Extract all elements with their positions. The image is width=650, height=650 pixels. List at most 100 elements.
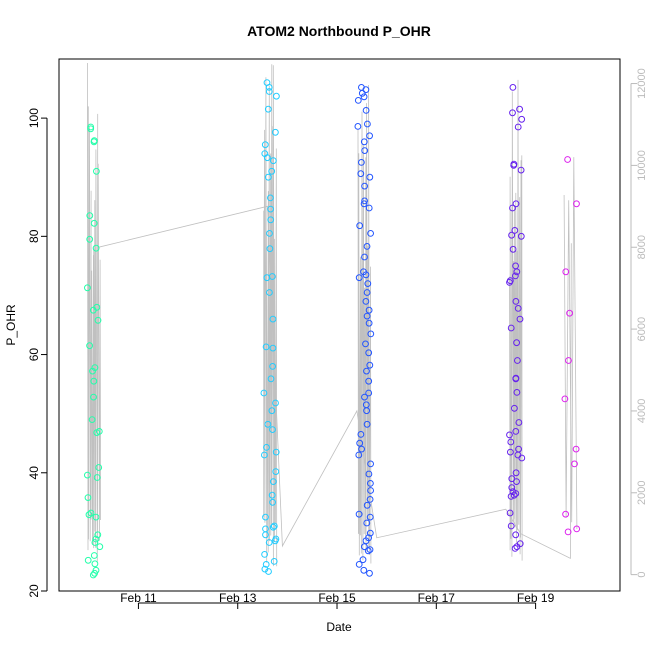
- data-point: [365, 306, 373, 314]
- data-point: [506, 431, 513, 439]
- data-point: [364, 547, 372, 555]
- data-point: [263, 274, 271, 282]
- points-layer: [84, 79, 581, 579]
- data-point: [507, 493, 515, 500]
- data-point: [94, 531, 102, 539]
- data-point: [84, 494, 92, 502]
- data-point: [269, 478, 277, 486]
- data-point: [354, 97, 362, 104]
- data-point: [365, 319, 373, 327]
- data-point: [90, 138, 98, 146]
- data-point: [272, 448, 280, 456]
- data-point: [90, 377, 98, 385]
- data-point: [367, 230, 375, 237]
- data-point: [93, 167, 100, 175]
- data-point: [269, 426, 276, 434]
- data-point: [266, 245, 274, 253]
- data-point: [363, 407, 371, 415]
- data-point: [268, 407, 276, 415]
- data-point: [361, 253, 368, 261]
- data-point: [361, 182, 369, 190]
- data-point: [365, 389, 373, 397]
- x-tick-label: Feb 11: [120, 591, 157, 605]
- secondary-band-line: [87, 62, 101, 563]
- data-point: [265, 88, 273, 95]
- data-point: [272, 399, 279, 407]
- data-point: [510, 162, 518, 169]
- data-point: [355, 510, 363, 518]
- data-point: [359, 556, 367, 564]
- data-point: [266, 289, 273, 296]
- data-point: [270, 558, 278, 565]
- y-tick-label: 60: [27, 348, 41, 362]
- data-point: [517, 232, 525, 240]
- data-point: [267, 216, 275, 224]
- data-point: [358, 159, 365, 166]
- data-point: [367, 480, 374, 487]
- x-tick-label: Feb 17: [418, 591, 456, 605]
- data-point: [515, 419, 523, 426]
- data-point: [269, 523, 277, 531]
- plot-frame: [58, 58, 621, 592]
- data-point: [89, 367, 96, 375]
- data-point: [264, 420, 272, 428]
- data-point: [271, 537, 279, 545]
- data-point: [365, 470, 373, 478]
- data-point: [362, 298, 370, 305]
- data-point: [518, 454, 526, 462]
- data-point: [89, 571, 97, 579]
- y-tick-label: 20: [27, 584, 41, 598]
- data-point: [360, 138, 368, 146]
- data-point: [367, 460, 375, 468]
- data-point: [512, 272, 519, 280]
- data-point: [363, 367, 370, 375]
- data-point: [361, 543, 368, 551]
- data-point: [261, 551, 269, 558]
- data-point: [562, 510, 569, 518]
- data-point: [512, 469, 520, 477]
- data-point: [93, 429, 101, 437]
- x-tick-label: Feb 19: [517, 591, 555, 605]
- data-point: [363, 501, 371, 509]
- data-point: [512, 490, 520, 497]
- data-point: [268, 167, 276, 175]
- data-point: [90, 219, 98, 227]
- data-point: [86, 342, 93, 350]
- data-point: [513, 543, 521, 551]
- data-point: [512, 298, 520, 305]
- data-point: [92, 513, 100, 521]
- y2-tick-label: 6000: [636, 317, 648, 341]
- data-point: [263, 154, 271, 162]
- data-point: [361, 393, 368, 401]
- data-point: [506, 509, 514, 517]
- data-point: [573, 525, 581, 533]
- y2-tick-label: 2000: [636, 481, 648, 505]
- data-point: [367, 330, 375, 338]
- data-point: [95, 464, 103, 471]
- data-point: [90, 393, 97, 401]
- data-point: [365, 349, 373, 357]
- data-point: [266, 230, 273, 237]
- data-point: [272, 128, 279, 136]
- data-point: [510, 491, 518, 499]
- data-point: [565, 357, 572, 364]
- data-point: [273, 92, 280, 100]
- secondary-band-line: [563, 157, 578, 530]
- data-point: [363, 519, 371, 527]
- data-point: [572, 445, 580, 453]
- data-point: [265, 568, 272, 575]
- data-point: [514, 305, 522, 312]
- y-tick-label: 80: [27, 229, 41, 243]
- y-tick-label: 100: [27, 108, 41, 128]
- data-point: [84, 556, 92, 564]
- data-point: [363, 312, 371, 320]
- data-point: [513, 339, 520, 347]
- data-point: [358, 445, 366, 453]
- data-point: [364, 280, 372, 288]
- data-point: [94, 316, 102, 324]
- data-point: [355, 561, 363, 568]
- data-point: [362, 340, 369, 348]
- data-point: [564, 528, 572, 536]
- data-point: [263, 444, 270, 451]
- data-point: [362, 537, 370, 545]
